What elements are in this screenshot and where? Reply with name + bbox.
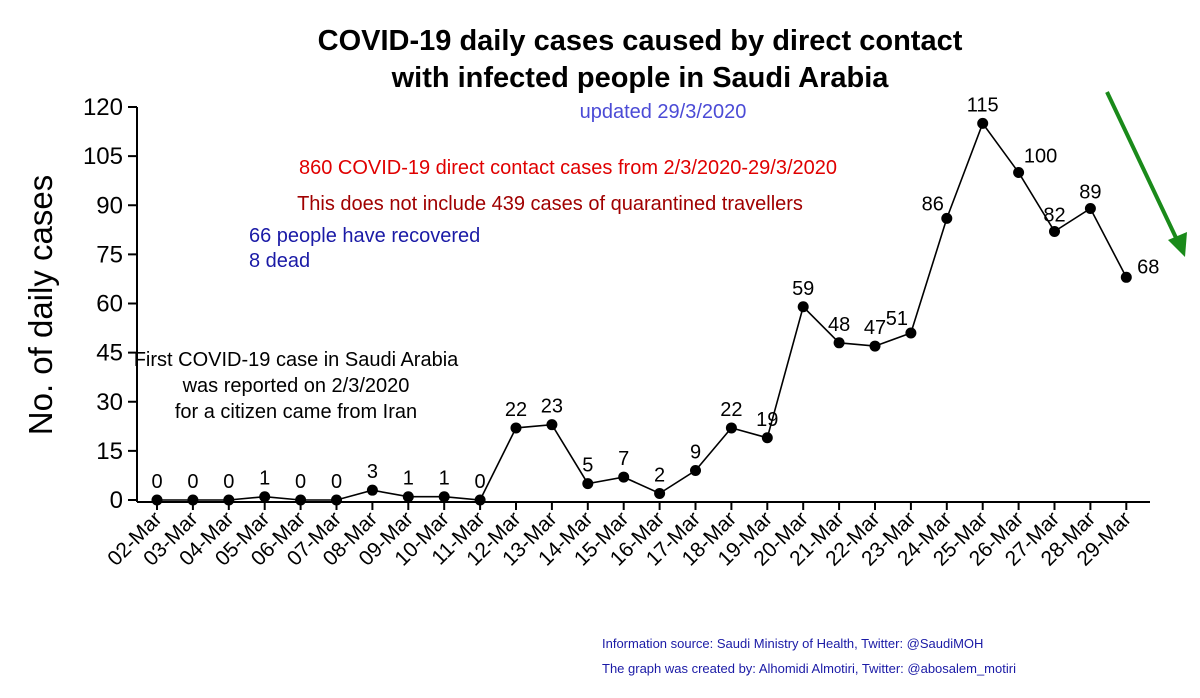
data-point [725,422,737,434]
data-label: 89 [1079,182,1101,204]
annotation-first-case-line2: was reported on 2/3/2020 [182,375,410,397]
data-label: 2 [654,464,665,486]
data-points [151,117,1132,506]
data-label: 7 [618,448,629,470]
data-point [295,494,307,506]
data-label: 23 [541,396,563,418]
data-label: 59 [792,278,814,300]
data-point [797,301,809,313]
data-point [977,117,989,129]
chart-title-line1: COVID-19 daily cases caused by direct co… [318,25,963,57]
y-tick-label: 75 [96,241,123,268]
data-label: 9 [690,442,701,464]
data-point [690,465,701,477]
data-point [187,494,199,506]
y-axis-label: No. of daily cases [22,175,59,435]
data-label: 0 [331,471,342,493]
annotation-first-case-line3: for a citizen came from Iran [175,401,417,423]
data-point [869,340,881,352]
data-label: 5 [582,455,593,477]
data-point [1049,225,1060,237]
trend-arrow-icon [1105,91,1187,257]
y-tick-label: 15 [96,438,123,465]
data-label: 86 [922,193,944,215]
y-tick-label: 60 [96,291,123,318]
data-label: 19 [756,409,778,431]
x-ticks: 02-Mar03-Mar04-Mar05-Mar06-Mar07-Mar08-M… [103,502,1136,571]
data-point [331,494,342,506]
data-point [223,494,235,506]
annotation-total-cases: 860 COVID-19 direct contact cases from 2… [299,157,837,179]
data-label: 51 [886,308,908,330]
data-label: 115 [967,94,999,116]
data-label: 22 [720,399,742,421]
annotation-first-case-line1: First COVID-19 case in Saudi Arabia [134,349,459,371]
chart-subtitle: updated 29/3/2020 [580,101,747,123]
y-tick-label: 105 [83,143,123,170]
series-line [157,121,1128,501]
data-point [761,432,773,444]
y-tick-label: 45 [96,340,123,367]
data-label: 0 [223,471,234,493]
data-point [654,487,666,499]
data-point [905,327,917,339]
data-point [582,478,594,490]
annotation-travellers: This does not include 439 cases of quara… [297,193,803,215]
data-label: 0 [151,471,162,493]
data-label: 0 [187,471,198,493]
data-label: 100 [1024,146,1057,168]
y-tick-label: 120 [83,94,123,121]
data-point [510,422,522,434]
chart-title-line2: with infected people in Saudi Arabia [391,62,890,94]
series-daily-cases [157,121,1128,501]
data-point [259,491,271,503]
y-tick-label: 30 [96,389,123,416]
data-label: 22 [505,399,527,421]
data-label: 1 [403,468,414,490]
data-label: 82 [1043,204,1065,226]
y-ticks: 0 15 30 45 60 75 90 105 120 [83,94,137,514]
data-point [1013,167,1025,178]
data-point [546,419,558,431]
y-tick-label: 0 [110,487,123,514]
data-point [1120,271,1132,283]
annotation-dead: 8 dead [249,250,310,272]
data-label: 1 [439,468,450,490]
y-tick-label: 90 [96,192,123,219]
data-point [366,484,378,496]
data-label: 1 [259,468,270,490]
data-point [438,491,450,503]
data-label: 48 [828,314,850,336]
data-label: 68 [1137,256,1159,278]
data-label: 3 [367,461,378,483]
credit-source: Information source: Saudi Ministry of He… [602,636,983,651]
data-point [833,337,845,349]
credit-author: The graph was created by: Alhomidi Almot… [602,661,1016,676]
data-label: 0 [475,471,486,493]
data-point [618,471,630,483]
data-point [151,494,163,506]
data-label: 0 [295,471,306,493]
data-point [1084,203,1096,215]
data-point [402,491,414,503]
data-point [474,494,486,506]
data-point [941,212,953,224]
annotation-recovered: 66 people have recovered [249,225,480,247]
data-label: 47 [864,317,886,339]
